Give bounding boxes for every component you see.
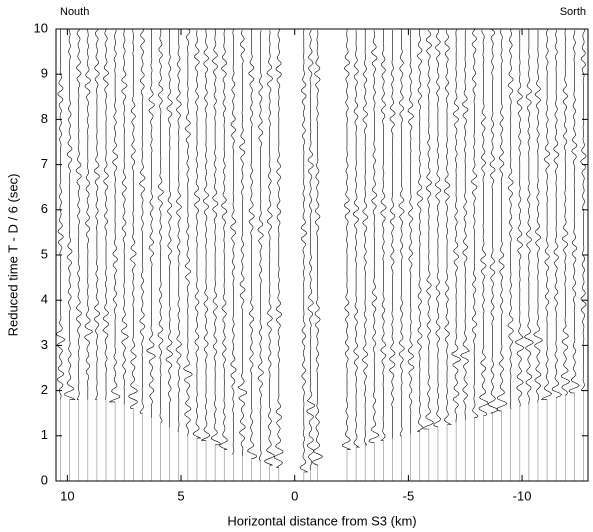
trace — [311, 30, 323, 466]
annotation: Sorth — [560, 6, 586, 18]
trace — [352, 30, 361, 448]
trace — [507, 29, 514, 409]
trace — [341, 29, 351, 450]
y-axis-label: Reduced time T - D / 6 (sec) — [5, 174, 20, 337]
trace — [362, 29, 369, 446]
trace — [487, 28, 499, 414]
x-tick-label: -10 — [513, 488, 532, 503]
trace — [523, 29, 534, 405]
trace — [64, 29, 76, 400]
plot-frame — [55, 28, 589, 482]
y-tick-label: 2 — [41, 382, 48, 397]
trace — [568, 29, 580, 394]
y-tick-label: 10 — [34, 20, 48, 35]
trace — [580, 29, 587, 391]
trace — [533, 29, 543, 403]
trace — [299, 29, 308, 473]
y-tick-label: 0 — [41, 472, 48, 487]
trace — [128, 29, 138, 409]
trace — [246, 29, 257, 459]
trace — [478, 29, 489, 416]
trace — [175, 29, 182, 432]
y-tick-label: 7 — [41, 156, 48, 171]
x-tick-label: 0 — [291, 488, 298, 503]
trace — [389, 30, 396, 439]
x-tick-label: 10 — [60, 488, 74, 503]
trace — [157, 29, 164, 423]
y-tick-label: 1 — [41, 427, 48, 442]
trace — [237, 29, 248, 457]
trace — [273, 29, 284, 468]
annotation: Nouth — [60, 6, 89, 18]
trace — [471, 29, 479, 418]
trace — [433, 29, 442, 428]
trace — [443, 29, 453, 425]
trace — [306, 30, 316, 470]
trace — [407, 29, 415, 434]
trace — [121, 29, 129, 405]
y-tick-label: 3 — [41, 337, 48, 352]
trace — [55, 29, 66, 400]
trace — [257, 30, 264, 461]
trace — [165, 29, 173, 428]
trace — [515, 29, 525, 407]
x-tick-label: -5 — [403, 488, 415, 503]
trace — [460, 29, 470, 421]
trace — [451, 29, 462, 423]
trace — [102, 28, 110, 400]
trace — [183, 29, 193, 437]
y-tick-label: 6 — [41, 201, 48, 216]
y-tick-label: 8 — [41, 111, 48, 126]
trace — [264, 30, 275, 466]
y-tick-label: 5 — [41, 246, 48, 261]
trace — [398, 29, 405, 437]
trace — [230, 29, 237, 455]
trace — [192, 30, 202, 439]
trace — [84, 29, 93, 400]
trace — [219, 29, 228, 450]
trace — [416, 29, 424, 432]
trace — [201, 29, 211, 441]
x-axis-label: Horizontal distance from S3 (km) — [227, 513, 416, 528]
trace — [146, 29, 156, 418]
y-tick-label: 4 — [41, 292, 48, 307]
trace — [541, 28, 553, 400]
x-tick-label: 5 — [177, 488, 184, 503]
trace — [211, 29, 221, 446]
trace — [423, 29, 434, 430]
y-tick-label: 9 — [41, 66, 48, 81]
trace — [560, 29, 571, 396]
trace — [94, 28, 101, 400]
trace — [75, 28, 82, 400]
trace — [380, 29, 387, 441]
trace — [496, 29, 508, 412]
trace — [368, 30, 380, 443]
trace — [108, 29, 121, 403]
trace — [139, 29, 146, 414]
trace — [551, 29, 562, 398]
